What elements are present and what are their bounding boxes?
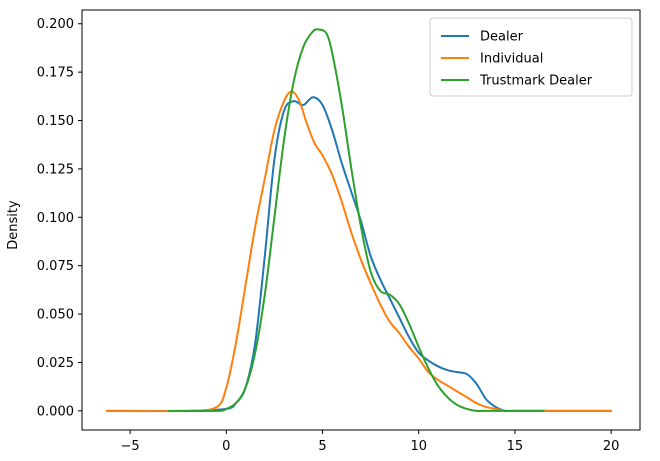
y-tick-label: 0.150 — [37, 114, 74, 129]
legend: Dealer Individual Trustmark Dealer — [429, 17, 633, 97]
x-axis-ticks: −5 0 5 10 15 20 — [121, 430, 620, 454]
x-tick-label: 10 — [410, 439, 427, 454]
series-line-dealer — [106, 96, 613, 413]
y-axis-label: Density — [6, 200, 21, 250]
x-tick-label: 15 — [507, 439, 524, 454]
legend-box — [429, 17, 633, 97]
legend-label: Dealer — [480, 30, 524, 45]
y-tick-label: 0.025 — [37, 356, 74, 371]
y-tick-label: 0.000 — [37, 404, 74, 419]
y-tick-label: 0.075 — [37, 259, 74, 274]
x-tick-label: 5 — [318, 439, 326, 454]
y-axis-ticks: 0.000 0.025 0.050 0.075 0.100 0.125 0.150 0.175… — [37, 17, 82, 419]
legend-label: Trustmark Dealer — [479, 74, 593, 89]
plot-frame — [81, 9, 641, 431]
y-tick-label: 0.100 — [37, 211, 74, 226]
y-tick-label: 0.200 — [37, 17, 74, 32]
series-line-individual — [106, 90, 613, 413]
series-lines — [106, 28, 613, 413]
y-tick-label: 0.175 — [37, 66, 74, 81]
y-tick-label: 0.125 — [37, 162, 74, 177]
x-tick-label: −5 — [121, 439, 140, 454]
y-tick-label: 0.050 — [37, 308, 74, 323]
x-tick-label: 0 — [222, 439, 230, 454]
x-tick-label: 20 — [603, 439, 620, 454]
legend-label: Individual — [480, 52, 543, 67]
series-line-trustmark-dealer — [167, 28, 545, 412]
